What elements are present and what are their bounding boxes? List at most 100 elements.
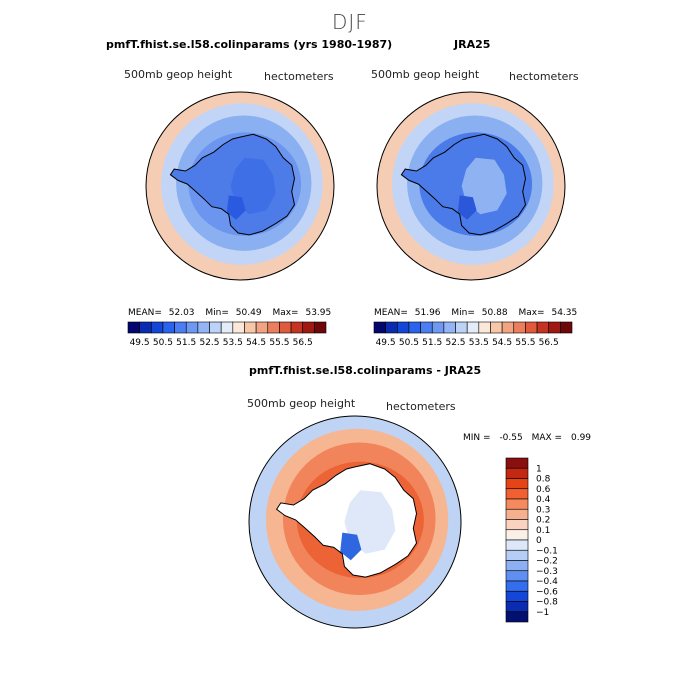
min-value: 50.49 (235, 308, 262, 318)
min-label: Min= (451, 308, 475, 318)
colorbar-swatch (505, 580, 529, 592)
colorbar-swatch (244, 321, 257, 334)
colorbar-swatch (560, 321, 573, 334)
panel-1-stats: MEAN= 52.03 Min= 50.49 Max= 53.95 (128, 308, 331, 318)
colorbar-tick-label: −0.4 (536, 577, 558, 587)
colorbar-swatch (505, 601, 529, 613)
colorbar-swatch (279, 321, 292, 334)
colorbar-swatch (302, 321, 315, 334)
colorbar-tick-label: 54.5 (492, 338, 512, 348)
colorbar-swatch (505, 478, 529, 490)
panel-1-title: pmfT.fhist.se.l58.colinparams (yrs 1980-… (106, 38, 393, 51)
colorbar-tick-label: −0.3 (536, 567, 558, 577)
colorbar-swatch (396, 321, 410, 334)
colorbar-2: 49.5 50.5 51.5 52.5 53.5 54.5 55.5 56.5 (373, 321, 573, 348)
colorbar-tick-label: 0.1 (536, 526, 550, 536)
colorbar-swatch (220, 321, 234, 334)
colorbar-swatch (548, 321, 561, 334)
colorbar-tick-label: 52.5 (445, 338, 465, 348)
colorbar-swatch (525, 321, 538, 334)
colorbar-tick-label: 56.5 (293, 338, 313, 348)
colorbar-tick-label: 0 (536, 536, 542, 546)
colorbar-swatch (505, 539, 529, 551)
map-field (249, 416, 461, 628)
map-boundary (248, 415, 462, 629)
mean-value: 51.96 (414, 308, 441, 318)
max-label: MAX = (531, 433, 563, 443)
panel-2-stats: MEAN= 51.96 Min= 50.88 Max= 54.35 (374, 308, 577, 318)
panel-3-stats: MIN = -0.55 MAX = 0.99 (463, 433, 591, 443)
colorbar-tick-label: −0.6 (536, 587, 558, 597)
mean-value: 52.03 (168, 308, 195, 318)
colorbar-swatch (267, 321, 280, 334)
min-label: MIN = (463, 433, 491, 443)
polar-map-2 (376, 91, 566, 281)
map-field (146, 92, 334, 280)
max-value: 0.99 (570, 433, 592, 443)
colorbar-3: 10.80.60.40.30.20.10−0.1−0.2−0.3−0.4−0.6… (505, 457, 558, 623)
colorbar-swatch (466, 321, 480, 334)
colorbar-tick-label: 55.5 (515, 338, 535, 348)
colorbar-swatch (255, 321, 269, 334)
colorbar-swatch (505, 457, 529, 469)
colorbar-swatch (127, 321, 140, 334)
colorbar-swatch (162, 321, 175, 334)
panel-2-left-label: 500mb geop height (371, 68, 480, 81)
colorbar-tick-label: 50.5 (399, 338, 419, 348)
mean-label: MEAN= (374, 308, 408, 318)
colorbar-swatch (505, 498, 529, 510)
colorbar-swatch (505, 519, 529, 531)
panel-3-right-label: hectometers (386, 400, 456, 413)
colorbar-swatch (139, 321, 152, 334)
colorbar-swatch (505, 611, 529, 623)
mean-label: MEAN= (128, 308, 162, 318)
colorbar-swatch (505, 529, 529, 541)
coastline (275, 463, 418, 578)
colorbar-swatch (420, 321, 433, 334)
panel-3-left-label: 500mb geop height (247, 397, 356, 410)
colorbar-tick-label: 50.5 (153, 338, 173, 348)
panel-1-left-label: 500mb geop height (124, 68, 233, 81)
field-ice-shelf-shading (340, 532, 362, 561)
panel-3-title: pmfT.fhist.se.l58.colinparams - JRA25 (249, 364, 482, 377)
colorbar-tick-label: 0.4 (536, 495, 551, 505)
colorbar-swatch (505, 508, 529, 520)
colorbar-tick-label: 49.5 (376, 338, 396, 348)
colorbar-tick-label: 0.6 (536, 485, 551, 495)
polar-map-1 (145, 91, 335, 281)
max-value: 54.35 (551, 308, 578, 318)
polar-map-3 (248, 415, 462, 629)
colorbar-tick-label: −0.2 (536, 557, 558, 567)
colorbar-swatch (232, 321, 245, 334)
min-value: 50.88 (481, 308, 508, 318)
colorbar-tick-label: 1 (536, 464, 542, 474)
panel-2-title: JRA25 (454, 38, 491, 51)
max-label: Max= (518, 308, 545, 318)
colorbar-swatch (505, 467, 529, 479)
colorbar-1: 49.5 50.5 51.5 52.5 53.5 54.5 55.5 56.5 (127, 321, 327, 348)
colorbar-swatch (490, 321, 503, 334)
colorbar-tick-label: 54.5 (246, 338, 266, 348)
colorbar-swatch (209, 321, 222, 334)
colorbar-swatch (536, 321, 550, 334)
colorbar-tick-label: 49.5 (130, 338, 150, 348)
map-boundary (376, 91, 566, 281)
map-field (377, 92, 565, 280)
colorbar-tick-label: −0.8 (536, 598, 558, 608)
colorbar-swatch (150, 321, 164, 334)
colorbar-tick-label: 51.5 (176, 338, 196, 348)
colorbar-tick-label: 55.5 (269, 338, 289, 348)
colorbar-tick-label: 0.3 (536, 505, 550, 515)
field-ice-shelf-shading (457, 195, 477, 220)
colorbar-tick-label: 53.5 (223, 338, 243, 348)
colorbar-swatch (431, 321, 445, 334)
coastline (169, 133, 296, 236)
colorbar-swatch (314, 321, 327, 334)
min-label: Min= (205, 308, 229, 318)
colorbar-swatch (505, 590, 529, 602)
colorbar-swatch (385, 321, 398, 334)
colorbar-swatch (505, 560, 529, 572)
colorbar-tick-label: 56.5 (539, 338, 559, 348)
colorbar-swatch (505, 570, 529, 582)
